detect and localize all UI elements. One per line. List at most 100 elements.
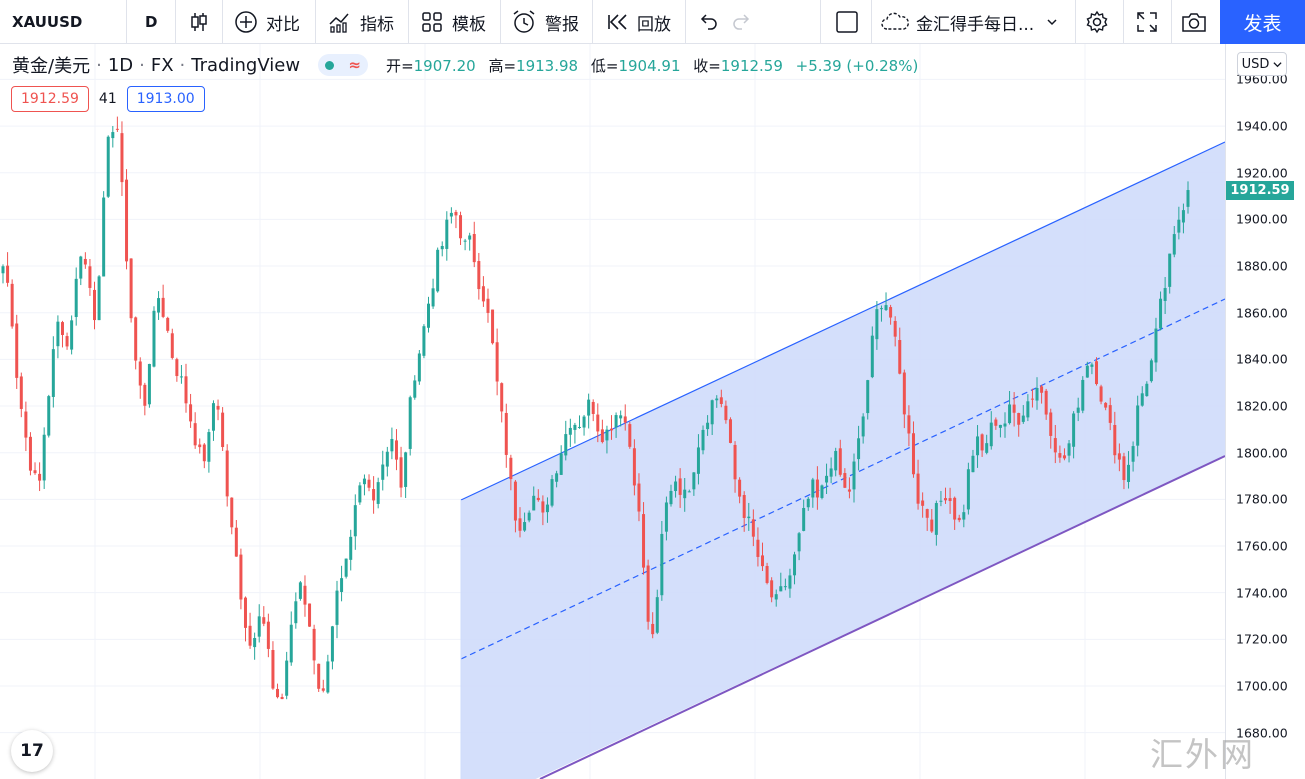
price-tick-label: 1760.00 xyxy=(1236,538,1288,554)
candle-body xyxy=(102,197,106,277)
price-chart[interactable] xyxy=(0,0,1225,779)
redo-button[interactable] xyxy=(731,0,753,44)
candle-body xyxy=(376,482,380,504)
price-tick-label: 1720.00 xyxy=(1236,631,1288,647)
candle-body xyxy=(939,500,943,502)
candle-body xyxy=(623,416,627,423)
candle-body xyxy=(911,433,915,475)
candle-body xyxy=(436,249,440,292)
candle-body xyxy=(948,498,952,502)
candle-body xyxy=(779,586,783,592)
candle-body xyxy=(193,423,197,446)
fullscreen-button[interactable] xyxy=(1136,0,1158,44)
candle-body xyxy=(1104,402,1108,408)
candle-body xyxy=(38,473,42,481)
candles xyxy=(1,116,1190,700)
candle-body xyxy=(1172,234,1176,255)
candle-body xyxy=(134,317,138,361)
buy-price-button[interactable]: 1913.00 xyxy=(126,86,205,112)
candle-body xyxy=(674,481,678,492)
candle-body xyxy=(957,517,961,521)
candle-body xyxy=(216,405,220,410)
candle-body xyxy=(335,590,339,625)
candle-body xyxy=(289,624,293,663)
candle-body xyxy=(477,261,481,290)
interval-button[interactable]: D xyxy=(145,0,157,44)
candle-body xyxy=(399,457,403,488)
candle-body xyxy=(234,527,238,557)
channel-upper-line[interactable] xyxy=(460,141,1225,501)
candle-body xyxy=(1181,210,1185,223)
candle-body xyxy=(147,363,151,405)
candle-body xyxy=(893,320,897,337)
symbol-search[interactable]: XAUUSD xyxy=(12,0,82,44)
channel-mid-line[interactable] xyxy=(460,298,1225,660)
candle-body xyxy=(532,495,536,511)
currency-select[interactable]: USD xyxy=(1237,52,1287,76)
templates-button[interactable]: 模板 xyxy=(421,0,486,44)
candle-body xyxy=(651,623,655,635)
candle-body xyxy=(550,479,554,506)
candle-body xyxy=(518,518,522,531)
close-value: 1912.59 xyxy=(720,56,783,75)
candle-body xyxy=(994,419,998,426)
candle-body xyxy=(189,404,193,422)
alert-button[interactable]: 警报 xyxy=(511,0,579,44)
settings-button[interactable] xyxy=(1085,0,1109,44)
layout-name-button[interactable]: 金汇得手每日... xyxy=(880,0,1058,44)
candle-body xyxy=(728,419,732,443)
close-label: 收 xyxy=(693,56,709,75)
snapshot-button[interactable] xyxy=(1181,0,1207,44)
market-status-pill[interactable]: ≈ xyxy=(318,54,369,76)
candle-body xyxy=(340,578,344,592)
candle-body xyxy=(523,522,527,531)
candle-body xyxy=(221,412,225,448)
candle-body xyxy=(225,450,229,497)
redo-icon xyxy=(733,14,750,30)
price-axis[interactable]: 1960.00 1940.00 1920.00 1900.00 1880.00 1860.… xyxy=(1225,44,1305,779)
dot-separator: · xyxy=(96,54,102,76)
fullscreen-icon xyxy=(1137,12,1157,32)
instrument-name[interactable]: 黄金/美元 xyxy=(12,56,91,77)
tradingview-logo[interactable]: 17 xyxy=(11,730,53,772)
candle-body xyxy=(367,479,371,488)
candle-body xyxy=(1163,288,1167,301)
candle-body xyxy=(1136,405,1140,446)
replay-button[interactable]: 回放 xyxy=(607,0,671,44)
candle-body xyxy=(468,235,472,240)
candle-body xyxy=(669,490,673,505)
publish-button[interactable]: 发表 xyxy=(1220,0,1305,44)
chart-type-button[interactable] xyxy=(188,0,210,44)
candle-body xyxy=(1012,404,1016,413)
compare-button[interactable]: 对比 xyxy=(234,0,300,44)
candle-body xyxy=(422,326,426,356)
high-value: 1913.98 xyxy=(516,56,579,75)
candle-body xyxy=(1159,298,1163,329)
candle-body xyxy=(239,554,243,600)
undo-button[interactable] xyxy=(697,0,719,44)
candle-body xyxy=(724,405,728,421)
indicators-button[interactable]: 指标 xyxy=(328,0,394,44)
candle-body xyxy=(157,298,161,313)
layout-button[interactable] xyxy=(835,0,859,44)
candle-body xyxy=(541,501,545,513)
price-tick-label: 1800.00 xyxy=(1236,445,1288,461)
candle-body xyxy=(1067,443,1071,456)
candle-body xyxy=(1131,446,1135,462)
candle-body xyxy=(1099,386,1103,402)
symbol-label: XAUUSD xyxy=(12,13,83,31)
candle-body xyxy=(262,617,266,624)
candle-body xyxy=(70,320,74,350)
candle-body xyxy=(445,219,449,249)
sell-price-button[interactable]: 1912.59 xyxy=(11,86,89,112)
candle-body xyxy=(829,468,833,477)
dot-separator: · xyxy=(179,54,186,76)
series-legend: 黄金/美元 · 1D · FX · TradingView ≈ 开=1907.2… xyxy=(12,52,926,78)
candle-body xyxy=(989,422,993,447)
channel-lower-line[interactable] xyxy=(539,455,1225,779)
candle-body xyxy=(276,688,280,698)
open-label: 开 xyxy=(386,56,402,75)
candle-body xyxy=(628,424,632,447)
candle-body xyxy=(317,663,321,689)
candle-body xyxy=(980,434,984,451)
